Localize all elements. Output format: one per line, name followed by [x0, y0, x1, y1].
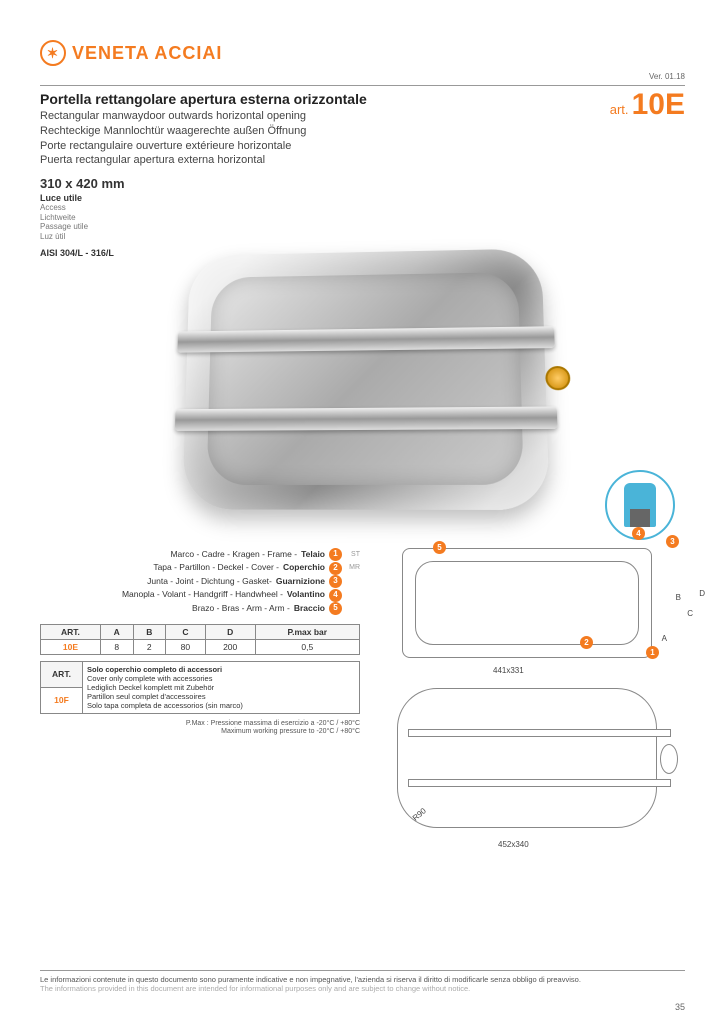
title-en: Rectangular manwaydoor outwards horizont… [40, 109, 367, 124]
art-label: art. [610, 102, 629, 117]
logo-icon: ✶ [40, 40, 66, 66]
title-de: Rechteckige Mannlochtür waagerechte auße… [40, 124, 367, 139]
title-es: Puerta rectangular apertura externa hori… [40, 153, 367, 168]
title-block: Portella rettangolare apertura esterna o… [40, 90, 367, 168]
dimensions: 310 x 420 mm [40, 176, 685, 191]
article-code-block: art. 10E [610, 90, 685, 120]
title-it: Portella rettangolare apertura esterna o… [40, 90, 367, 109]
luce-l1: Access [40, 203, 685, 213]
technical-drawings: 5 4 3 2 1 A B C D 441x331 R90 452x340 [372, 548, 685, 828]
spec-table-1: ART.AB CDP.max bar 10E82 802000,5 [40, 624, 360, 655]
luce-main: Luce utile [40, 193, 685, 203]
product-photo [143, 218, 583, 538]
footer-disclaimer: Le informazioni contenute in questo docu… [40, 970, 685, 995]
legend: Marco - Cadre - Kragen - Frame - Telaio1… [40, 548, 360, 616]
logo-text: VENETA ACCIAI [72, 43, 222, 64]
pmax-note: P.Max : Pressione massima di esercizio a… [40, 720, 360, 737]
brand-logo: ✶ VENETA ACCIAI [40, 40, 685, 66]
version: Ver. 01.18 [40, 72, 685, 81]
divider [40, 85, 685, 86]
art-code: 10E [632, 88, 685, 121]
title-fr: Porte rectangulaire ouverture extérieure… [40, 139, 367, 154]
spec-table-2: ART. Solo coperchio completo di accessor… [40, 661, 360, 714]
page-number: 35 [675, 1002, 685, 1012]
